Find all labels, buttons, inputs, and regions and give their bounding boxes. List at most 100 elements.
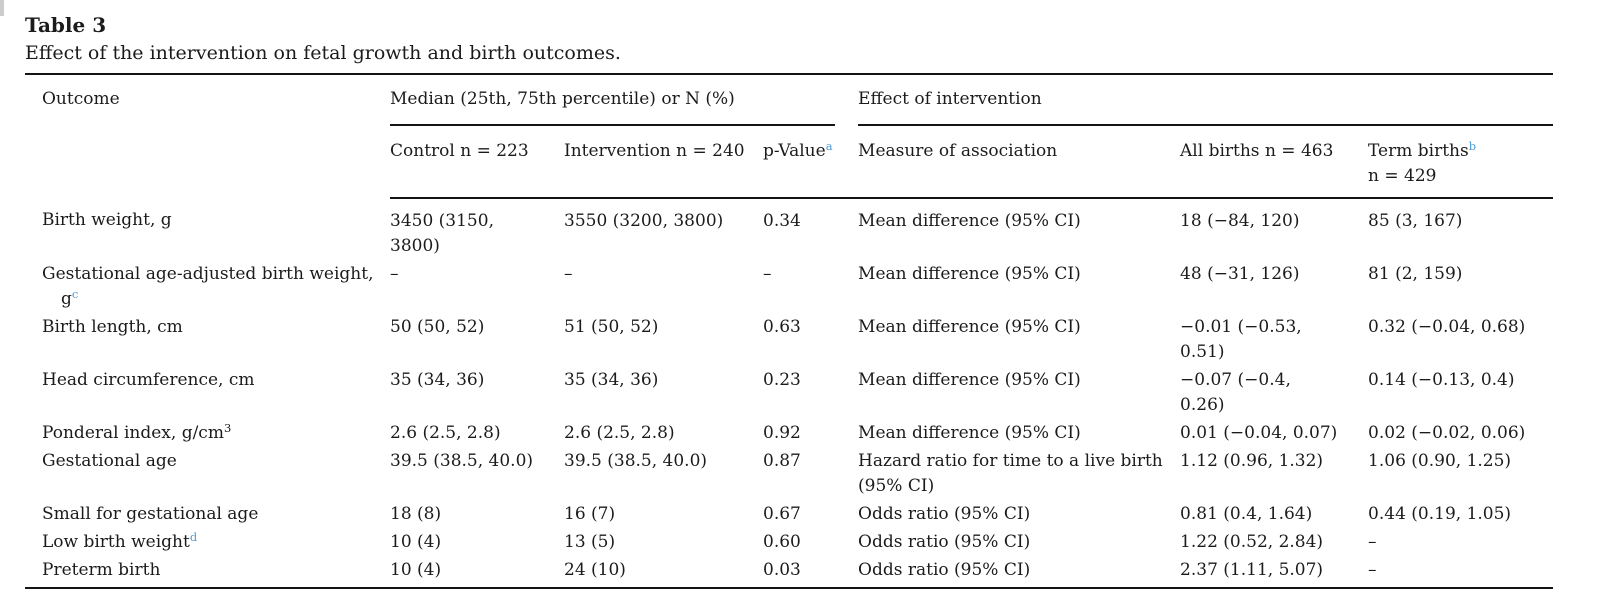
table-label: Table 3 [25, 13, 107, 37]
screenshot-edge-artifact [0, 0, 4, 16]
cell-term-births: 0.14 (−0.13, 0.4) [1368, 370, 1515, 390]
col-group-effect: Effect of intervention [858, 74, 1554, 126]
cell-p-value: 0.67 [763, 504, 801, 524]
cell-all-births: 48 (−31, 126) [1180, 264, 1300, 284]
cell-intervention: 3550 (3200, 3800) [564, 211, 724, 231]
cell-term-births: 1.06 (0.90, 1.25) [1368, 451, 1512, 471]
cell-p-value: – [763, 264, 772, 284]
col-group-median: Median (25th, 75th percentile) or N (%) [390, 74, 858, 126]
cell-term-births: 0.02 (−0.02, 0.06) [1368, 423, 1526, 443]
col-header-intervention: Intervention n = 240 [564, 126, 763, 199]
footnote-ref-a[interactable]: a [825, 139, 833, 153]
outcome-cell: Head circumference, cm [25, 366, 390, 419]
table-row: Preterm birth 10 (4) 24 (10) 0.03 Odds ratio… [25, 556, 1554, 589]
group-rule [858, 124, 1554, 126]
table-row: Low birth weightd 10 (4) 13 (5) 0.60 Odds ra… [25, 528, 1553, 556]
cell-measure: Mean difference (95% CI) [858, 317, 1081, 337]
cell-term-births: – [1368, 532, 1377, 552]
table-row: Gestational age-adjusted birth weight, gc… [25, 260, 1553, 313]
cell-all-births: −0.01 (−0.53, 0.51) [1180, 317, 1302, 362]
footnote-ref-b[interactable]: b [1468, 139, 1477, 153]
outcome-label-line2: g [61, 289, 72, 309]
outcome-label: Gestational age [42, 451, 177, 471]
outcome-cell: Birth length, cm [25, 313, 390, 366]
cell-intervention: 24 (10) [564, 556, 763, 589]
table-caption: Effect of the intervention on fetal grow… [25, 42, 621, 64]
header-sub-row: Control n = 223 Intervention n = 240 p-V… [25, 126, 1554, 199]
cell-term-births: 0.32 (−0.04, 0.68) [1368, 317, 1526, 337]
cell-intervention: – [564, 264, 573, 284]
col-header-p-value: p-Valuea [763, 126, 859, 199]
group-rule [390, 124, 836, 126]
cell-control: 10 (4) [390, 556, 564, 589]
outcomes-table: Outcome Median (25th, 75th percentile) o… [25, 73, 1554, 589]
cell-control: 50 (50, 52) [390, 317, 485, 337]
footnote-ref-c[interactable]: c [71, 287, 79, 301]
col-header-term-births-n: n = 429 [1368, 166, 1437, 186]
table-row: Gestational age 39.5 (38.5, 40.0) 39.5 (38… [25, 447, 1553, 500]
outcome-label: Preterm birth [42, 560, 161, 580]
outcome-cell: Preterm birth [25, 556, 390, 589]
table-row: Small for gestational age 18 (8) 16 (7) 0.6… [25, 500, 1553, 528]
outcome-label: Small for gestational age [42, 504, 259, 524]
cell-control: 18 (8) [390, 504, 442, 524]
outcome-cell: Low birth weightd [25, 528, 390, 556]
outcome-cell: Gestational age [25, 447, 390, 500]
col-header-term-births: Term birthsb n = 429 [1368, 126, 1554, 199]
cell-measure: Mean difference (95% CI) [858, 211, 1081, 231]
cell-control: 10 (4) [390, 532, 442, 552]
outcome-label: Head circumference, cm [42, 370, 255, 390]
cell-all-births: 1.22 (0.52, 2.84) [1180, 532, 1324, 552]
outcome-label: Birth weight, g [42, 210, 172, 230]
outcome-cell: Gestational age-adjusted birth weight, gc [25, 260, 390, 313]
col-header-measure: Measure of association [858, 126, 1181, 199]
outcome-cell: Birth weight, g [25, 198, 390, 260]
col-header-control: Control n = 223 [390, 126, 564, 199]
cell-control: 39.5 (38.5, 40.0) [390, 451, 534, 471]
cell-p-value: 0.34 [763, 211, 801, 231]
cell-term-births: 81 (2, 159) [1368, 264, 1463, 284]
cell-measure: Mean difference (95% CI) [858, 370, 1081, 390]
cell-intervention: 2.6 (2.5, 2.8) [564, 423, 675, 443]
cell-p-value: 0.87 [763, 451, 801, 471]
cell-measure: Odds ratio (95% CI) [858, 532, 1031, 552]
cell-intervention: 35 (34, 36) [564, 370, 659, 390]
cell-p-value: 0.60 [763, 532, 801, 552]
cell-term-births: 0.44 (0.19, 1.05) [1368, 504, 1512, 524]
cell-all-births: 18 (−84, 120) [1180, 211, 1300, 231]
col-header-outcome: Outcome [42, 89, 120, 109]
cell-all-births: −0.07 (−0.4, 0.26) [1180, 370, 1291, 415]
col-group-effect-label: Effect of intervention [858, 89, 1042, 109]
cell-measure: Mean difference (95% CI) [858, 423, 1081, 443]
col-group-median-label: Median (25th, 75th percentile) or N (%) [390, 89, 735, 109]
cell-term-births: 85 (3, 167) [1368, 211, 1463, 231]
outcome-label: Gestational age-adjusted birth weight, [42, 264, 374, 284]
table-body: Birth weight, g 3450 (3150, 3800) 3550 (32… [25, 198, 1554, 589]
col-header-p-value-label: p-Value [763, 141, 826, 161]
cell-measure: Mean difference (95% CI) [858, 264, 1081, 284]
cell-p-value: 0.23 [763, 370, 801, 390]
cell-all-births: 2.37 (1.11, 5.07) [1180, 556, 1369, 589]
table-row: Birth length, cm 50 (50, 52) 51 (50, 52) 0.… [25, 313, 1553, 366]
cell-control: – [390, 264, 399, 284]
footnote-ref-d[interactable]: d [189, 530, 198, 544]
exponent: 3 [223, 421, 232, 435]
col-header-all-births: All births n = 463 [1180, 126, 1369, 199]
table-header: Outcome Median (25th, 75th percentile) o… [25, 74, 1554, 199]
cell-intervention: 16 (7) [564, 504, 616, 524]
cell-p-value: 0.92 [763, 423, 801, 443]
cell-measure: Hazard ratio for time to a live birth (9… [858, 451, 1163, 496]
cell-p-value: 0.03 [763, 556, 859, 589]
cell-all-births: 0.01 (−0.04, 0.07) [1180, 423, 1338, 443]
cell-p-value: 0.63 [763, 317, 801, 337]
table-row: Ponderal index, g/cm3 2.6 (2.5, 2.8) 2.6 (… [25, 419, 1553, 447]
outcome-label: Birth length, cm [42, 317, 183, 337]
outcome-cell: Ponderal index, g/cm3 [25, 419, 390, 447]
cell-term-births: – [1368, 556, 1554, 589]
cell-measure: Odds ratio (95% CI) [858, 556, 1181, 589]
cell-intervention: 51 (50, 52) [564, 317, 659, 337]
table-row: Birth weight, g 3450 (3150, 3800) 3550 (32… [25, 198, 1553, 260]
cell-control: 35 (34, 36) [390, 370, 485, 390]
col-header-term-births-label: Term births [1368, 141, 1469, 161]
